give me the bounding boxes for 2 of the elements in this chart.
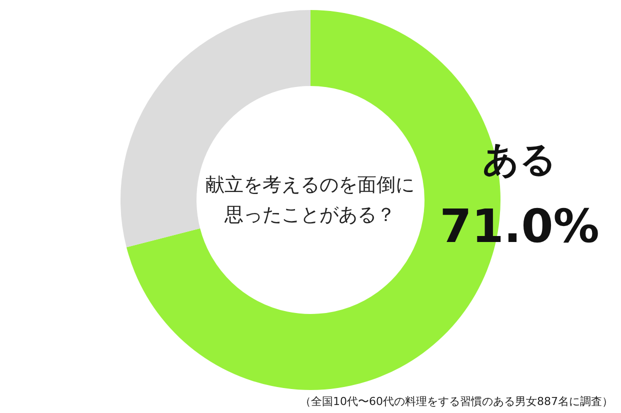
text: （全国10代〜60代の料理をする習慣のある男女887名に調査） [300, 394, 613, 409]
text: 献立を考えるのを面倒に思ったことがある？ [204, 173, 416, 228]
